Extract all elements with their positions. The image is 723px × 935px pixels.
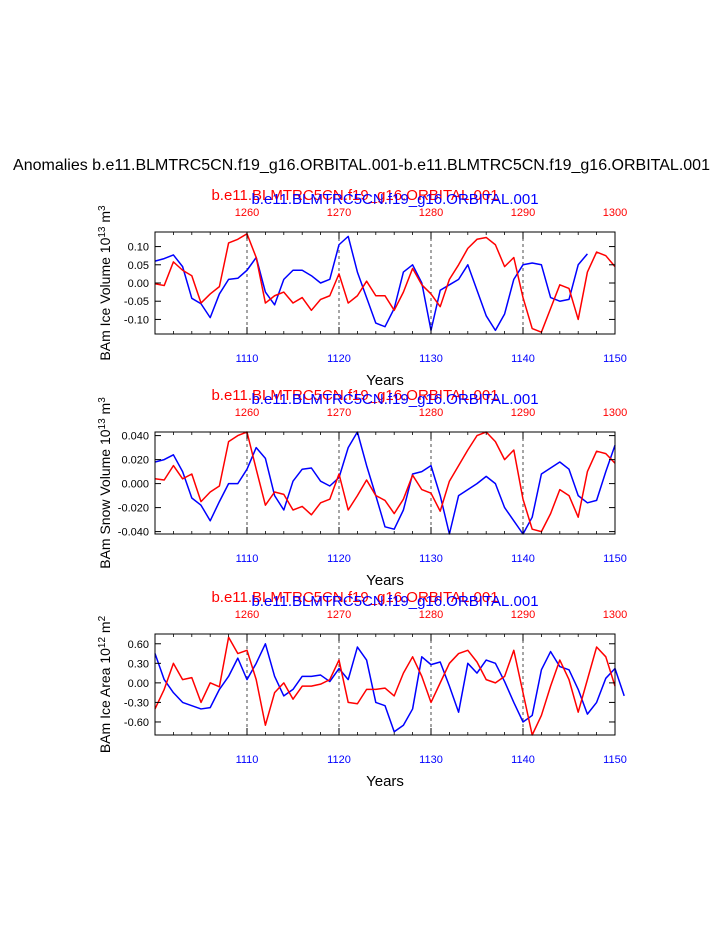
y-axis-title: BAm Ice Volume 1013 m3: [97, 205, 114, 361]
y-axis-title-part: m: [97, 403, 113, 419]
y-axis-title-part: m: [97, 211, 113, 227]
x-tick-label-bottom: 1140: [511, 553, 535, 565]
x-tick-label-top: 1270: [327, 407, 351, 419]
series-line-red: [154, 233, 616, 333]
x-tick-label-bottom: 1150: [603, 754, 627, 766]
x-tick-label-bottom: 1150: [603, 353, 627, 365]
x-tick-label-top: 1280: [419, 609, 443, 621]
x-axis-title: Years: [366, 572, 404, 589]
y-tick-label: 0.10: [128, 242, 149, 254]
series-line-blue: [154, 235, 588, 332]
panel-title-blue: b.e11.BLMTRC5CN.f19_g16.ORBITAL.001: [251, 391, 538, 408]
series-line-blue: [154, 643, 625, 733]
y-tick-label: -0.020: [118, 503, 149, 515]
y-axis-title-exponent: 3: [97, 397, 108, 403]
panel-title-red: b.e11.BLMTRC5CN.f19_g16.ORBITAL.001: [211, 187, 498, 204]
y-axis-title-part: BAm Snow Volume 10: [97, 429, 113, 569]
panel-title-red: b.e11.BLMTRC5CN.f19_g16.ORBITAL.001: [211, 589, 498, 606]
x-tick-label-top: 1270: [327, 207, 351, 219]
x-tick-label-bottom: 1120: [327, 553, 351, 565]
y-tick-label: 0.040: [121, 431, 149, 443]
y-axis-title: BAm Snow Volume 1013 m3: [97, 397, 114, 569]
y-tick-label: -0.10: [124, 314, 149, 326]
y-tick-label: 0.000: [121, 479, 149, 491]
y-tick-label: -0.30: [124, 697, 149, 709]
x-tick-label-top: 1300: [603, 207, 627, 219]
x-tick-label-top: 1280: [419, 407, 443, 419]
y-tick-label: 0.00: [128, 678, 149, 690]
plot-frame: [154, 431, 616, 535]
chart-panel-1: b.e11.BLMTRC5CN.f19_g16.ORBITAL.001b.e11…: [97, 187, 628, 389]
x-tick-label-bottom: 1150: [603, 553, 627, 565]
x-tick-label-top: 1260: [235, 207, 259, 219]
y-axis-title-exponent: 2: [97, 615, 108, 621]
x-tick-label-bottom: 1140: [511, 353, 535, 365]
x-tick-label-top: 1260: [235, 609, 259, 621]
panel-title-blue: b.e11.BLMTRC5CN.f19_g16.ORBITAL.001: [251, 191, 538, 208]
series-line-blue: [154, 431, 616, 535]
x-tick-label-top: 1270: [327, 609, 351, 621]
x-tick-label-bottom: 1110: [236, 353, 259, 365]
panel-title-blue: b.e11.BLMTRC5CN.f19_g16.ORBITAL.001: [251, 593, 538, 610]
x-tick-label-bottom: 1130: [419, 553, 443, 565]
series-line-red: [154, 431, 616, 533]
y-tick-label: -0.040: [118, 527, 149, 539]
y-tick-label: 0.60: [128, 639, 149, 651]
x-axis-title: Years: [366, 372, 404, 389]
x-tick-label-bottom: 1140: [511, 754, 535, 766]
x-tick-label-top: 1280: [419, 207, 443, 219]
x-tick-label-bottom: 1120: [327, 353, 351, 365]
panel-title-red: b.e11.BLMTRC5CN.f19_g16.ORBITAL.001: [211, 387, 498, 404]
y-tick-label: 0.05: [128, 260, 149, 272]
y-axis-title-exponent: 3: [97, 205, 108, 211]
y-tick-label: -0.60: [124, 717, 149, 729]
y-axis-title-part: BAm Ice Volume 10: [97, 237, 113, 360]
x-tick-label-bottom: 1130: [419, 754, 443, 766]
chart-panel-3: b.e11.BLMTRC5CN.f19_g16.ORBITAL.001b.e11…: [97, 589, 628, 790]
x-axis-title: Years: [366, 773, 404, 790]
x-tick-label-top: 1290: [511, 407, 535, 419]
x-tick-label-top: 1290: [511, 609, 535, 621]
x-tick-label-top: 1260: [235, 407, 259, 419]
chart-panel-2: b.e11.BLMTRC5CN.f19_g16.ORBITAL.001b.e11…: [97, 387, 628, 589]
x-tick-label-top: 1290: [511, 207, 535, 219]
x-tick-label-bottom: 1110: [236, 553, 259, 565]
series-line-red: [154, 636, 616, 736]
plot-frame: [154, 633, 616, 736]
y-axis-title-exponent: 13: [97, 226, 108, 238]
y-tick-label: 0.30: [128, 658, 149, 670]
y-tick-label: 0.020: [121, 455, 149, 467]
x-tick-label-top: 1300: [603, 407, 627, 419]
y-tick-label: 0.00: [128, 278, 149, 290]
y-axis-title: BAm Ice Area 1012 m2: [97, 615, 114, 753]
y-axis-title-exponent: 12: [97, 637, 108, 649]
x-tick-label-bottom: 1130: [419, 353, 443, 365]
main-title: Anomalies b.e11.BLMTRC5CN.f19_g16.ORBITA…: [13, 157, 710, 174]
y-axis-title-part: BAm Ice Area 10: [97, 648, 113, 753]
y-tick-label: -0.05: [124, 296, 149, 308]
y-axis-title-exponent: 13: [97, 418, 108, 430]
x-tick-label-bottom: 1120: [327, 754, 351, 766]
x-tick-label-top: 1300: [603, 609, 627, 621]
x-tick-label-bottom: 1110: [236, 754, 259, 766]
y-axis-title-part: m: [97, 621, 113, 637]
